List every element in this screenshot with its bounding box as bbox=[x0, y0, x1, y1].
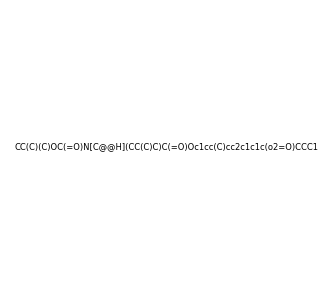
Text: CC(C)(C)OC(=O)N[C@@H](CC(C)C)C(=O)Oc1cc(C)cc2c1c1c(o2=O)CCC1: CC(C)(C)OC(=O)N[C@@H](CC(C)C)C(=O)Oc1cc(… bbox=[14, 143, 318, 151]
